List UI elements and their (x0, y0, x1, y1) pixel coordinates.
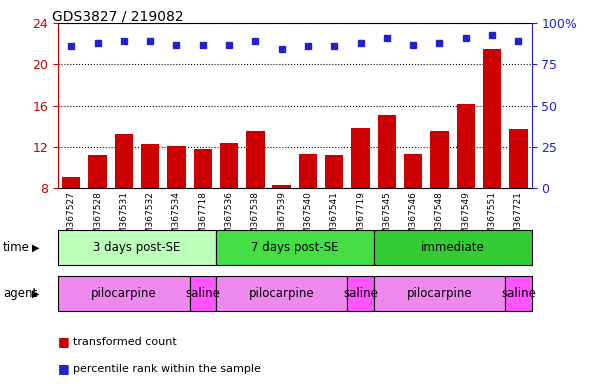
Bar (374, 276, 505, 311)
Text: agent: agent (3, 287, 37, 300)
Bar (167, 146, 186, 188)
Text: saline: saline (501, 287, 536, 300)
Text: percentile rank within the sample: percentile rank within the sample (73, 364, 261, 374)
Bar (509, 129, 528, 188)
Text: time: time (3, 241, 30, 254)
Bar (141, 144, 159, 188)
Bar (220, 143, 238, 188)
Bar (62, 177, 81, 188)
Text: ■: ■ (58, 362, 70, 375)
Bar (58, 276, 189, 311)
Text: 7 days post-SE: 7 days post-SE (251, 241, 338, 254)
Text: ▶: ▶ (32, 243, 39, 253)
Bar (216, 230, 374, 265)
Bar (58, 230, 216, 265)
Bar (246, 131, 265, 188)
Bar (325, 155, 343, 188)
Text: transformed count: transformed count (73, 337, 177, 347)
Text: pilocarpine: pilocarpine (91, 287, 156, 300)
Bar (189, 276, 216, 311)
Text: GDS3827 / 219082: GDS3827 / 219082 (52, 10, 183, 23)
Bar (505, 276, 532, 311)
Bar (115, 134, 133, 188)
Bar (378, 115, 396, 188)
Text: ■: ■ (58, 335, 70, 348)
Text: saline: saline (185, 287, 220, 300)
Bar (299, 154, 317, 188)
Text: saline: saline (343, 287, 378, 300)
Bar (374, 230, 532, 265)
Bar (348, 276, 374, 311)
Bar (430, 131, 448, 188)
Bar (216, 276, 348, 311)
Bar (483, 49, 501, 188)
Bar (273, 185, 291, 188)
Text: pilocarpine: pilocarpine (407, 287, 472, 300)
Text: immediate: immediate (421, 241, 485, 254)
Bar (194, 149, 212, 188)
Text: ▶: ▶ (32, 289, 39, 299)
Bar (456, 104, 475, 188)
Bar (89, 155, 107, 188)
Bar (404, 154, 422, 188)
Text: pilocarpine: pilocarpine (249, 287, 315, 300)
Text: 3 days post-SE: 3 days post-SE (93, 241, 181, 254)
Bar (351, 128, 370, 188)
